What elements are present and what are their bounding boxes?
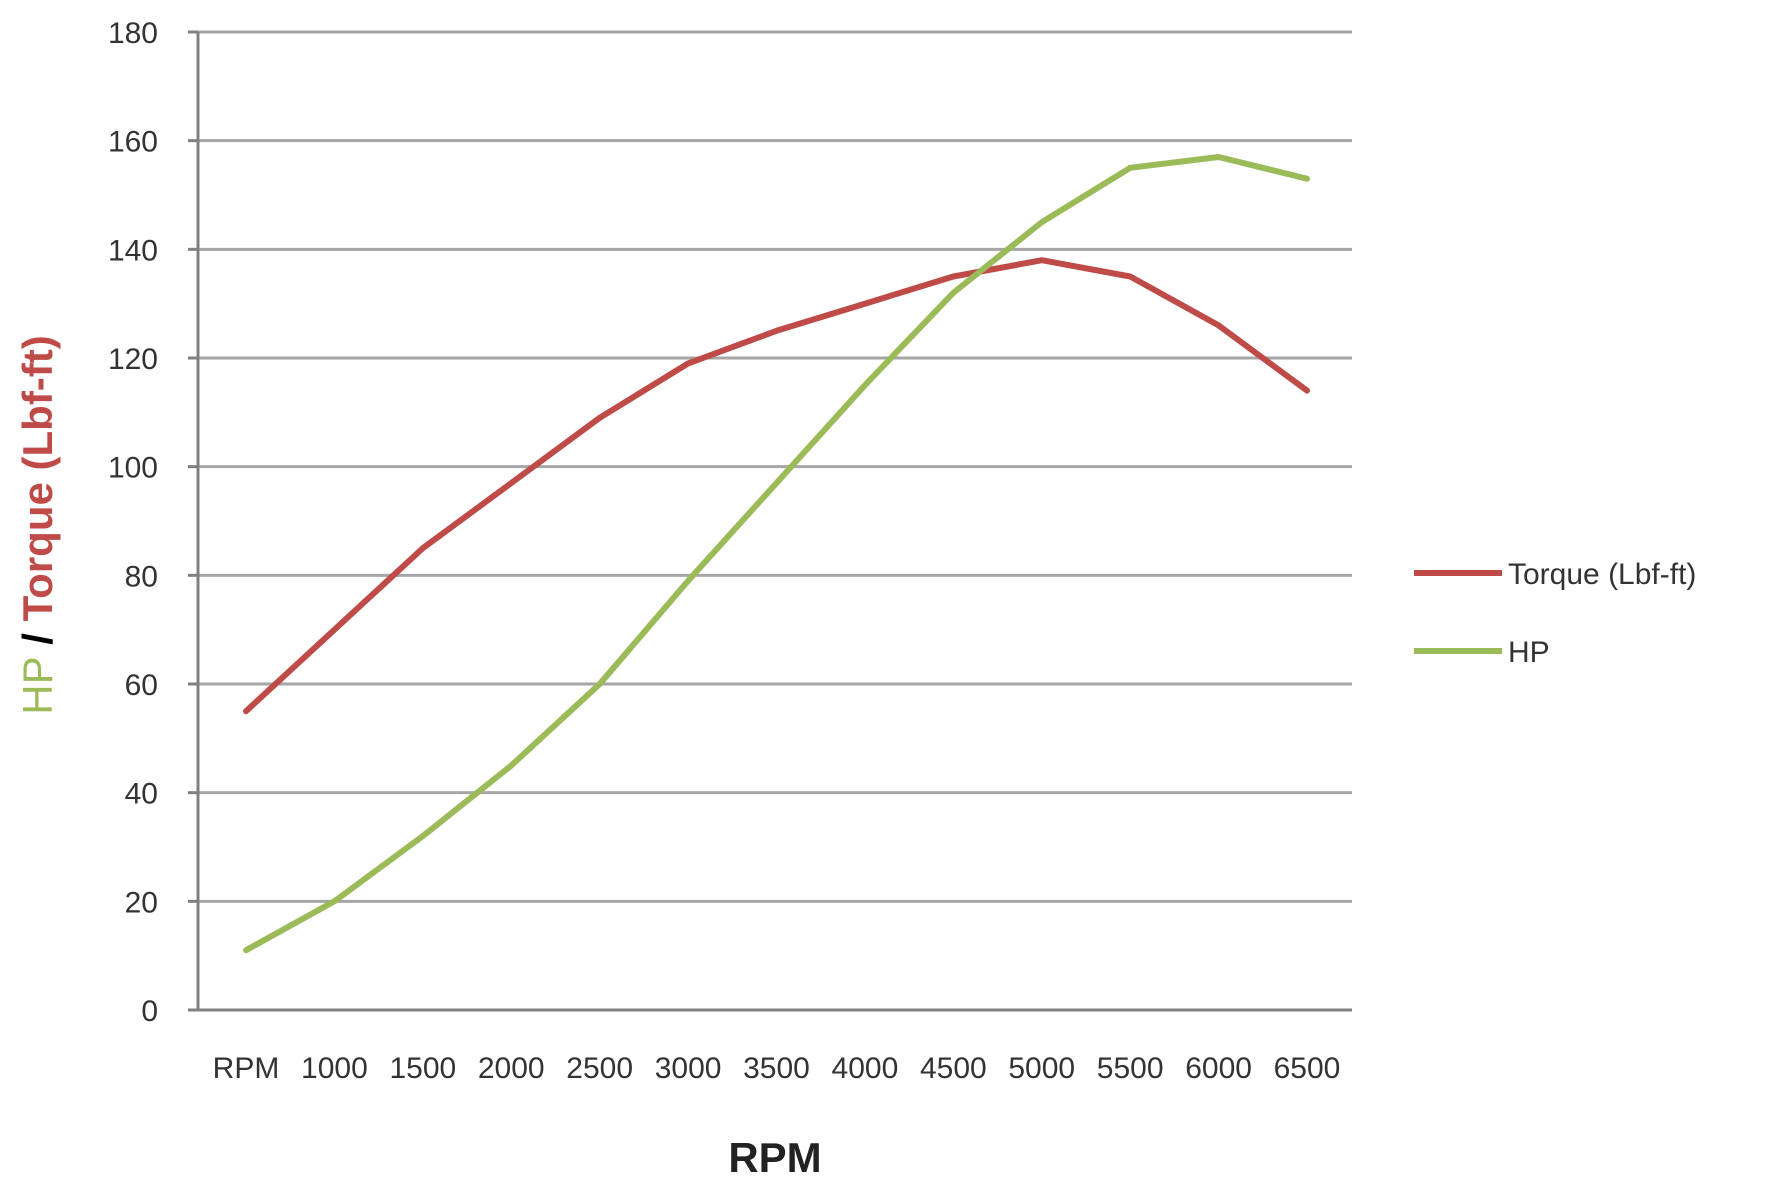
legend: Torque (Lbf-ft) HP: [1414, 558, 1696, 669]
x-tick-label: 4500: [920, 1052, 987, 1085]
x-tick-label: 4000: [832, 1052, 899, 1085]
y-axis-title: HP / Torque (Lbf-ft): [14, 335, 61, 714]
x-tick-label: 6000: [1185, 1052, 1252, 1085]
x-tick-label: 3000: [655, 1052, 722, 1085]
y-tick-label: 120: [108, 343, 158, 376]
gridlines: [188, 30, 1352, 1012]
y-tick-label: 20: [125, 886, 158, 919]
x-tick-label: 1000: [301, 1052, 368, 1085]
x-tick-label: 5000: [1008, 1052, 1075, 1085]
x-tick-label: 6500: [1274, 1052, 1341, 1085]
y-tick-label: 60: [125, 669, 158, 702]
x-tick-label: 1500: [389, 1052, 456, 1085]
x-tick-label: 2000: [478, 1052, 545, 1085]
y-axis-title-part: Torque (Lbf-ft): [14, 335, 61, 621]
x-axis-title: RPM: [728, 1134, 821, 1181]
x-tick-label: 2500: [566, 1052, 633, 1085]
y-axis-title-part: /: [14, 621, 61, 656]
legend-label: Torque (Lbf-ft): [1508, 558, 1696, 591]
y-tick-label: 0: [141, 995, 158, 1028]
y-axis-title-part: HP: [14, 656, 61, 714]
y-tick-label: 80: [125, 560, 158, 593]
series-line-torque: [243, 257, 1310, 715]
legend-label: HP: [1508, 636, 1550, 669]
series-lines: [243, 154, 1310, 954]
y-tick-label: 40: [125, 778, 158, 811]
x-tick-labels: RPM 1000 1500 2000 2500 3000 3500 4000 4500 5000 5…: [213, 1052, 1341, 1085]
x-tick-label: 5500: [1097, 1052, 1164, 1085]
x-tick-label: RPM: [213, 1052, 280, 1085]
y-tick-label: 160: [108, 126, 158, 159]
y-tick-label: 100: [108, 452, 158, 485]
series-line-hp: [243, 154, 1310, 954]
y-tick-labels: 0 20 40 60 80 100 120 140 160 180: [108, 17, 158, 1028]
x-tick-label: 3500: [743, 1052, 810, 1085]
y-tick-label: 140: [108, 234, 158, 267]
y-tick-label: 180: [108, 17, 158, 50]
